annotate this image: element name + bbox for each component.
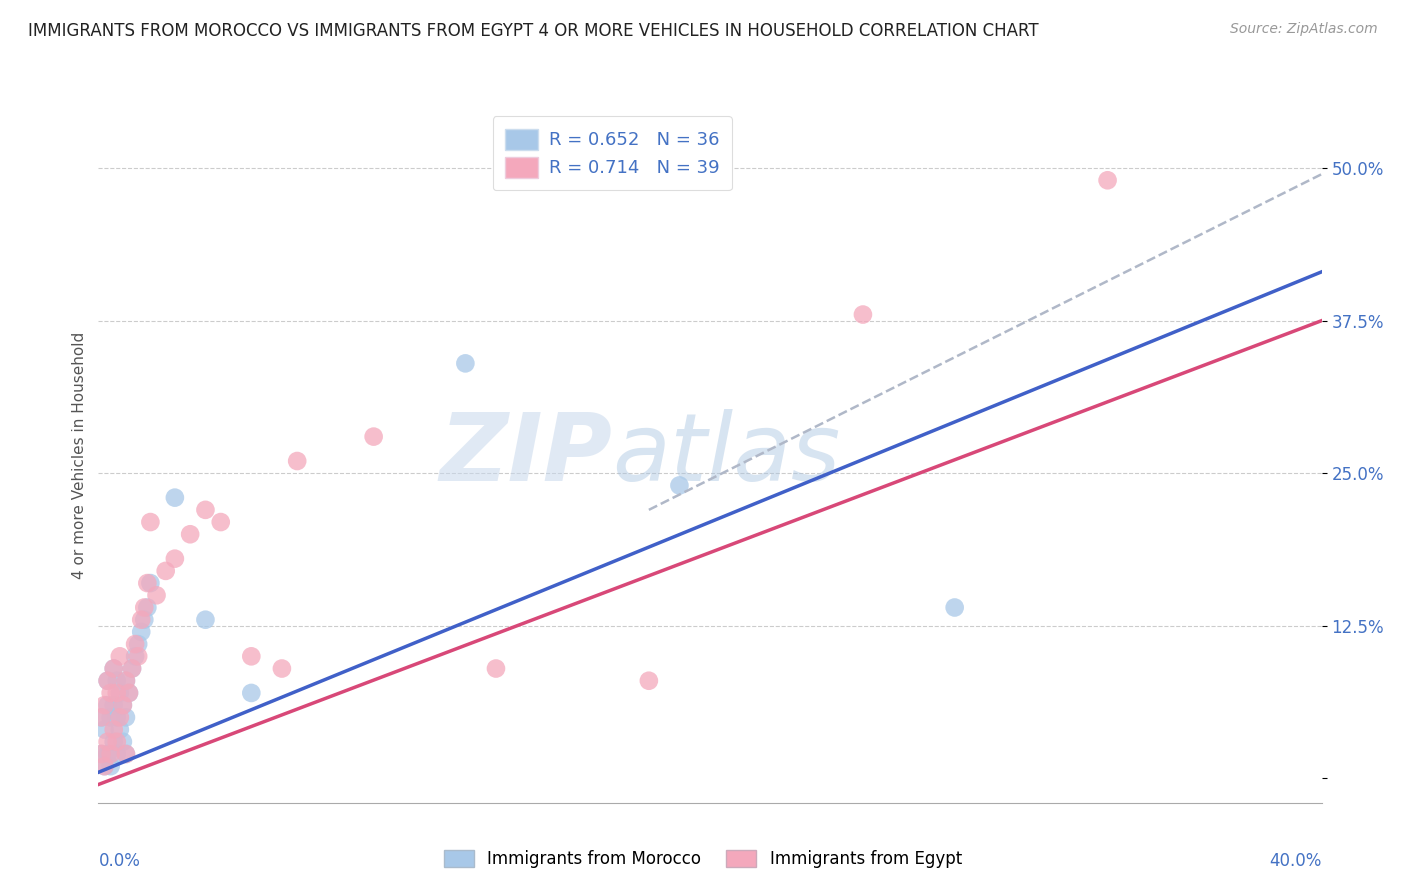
Point (124, 649, 146, 664)
Point (93, 723, 115, 737)
Point (97, 698, 120, 713)
Point (105, 673, 128, 688)
Point (129, 624, 152, 639)
Point (124, 637, 146, 651)
Point (105, 747, 128, 761)
Point (209, 515, 232, 529)
Point (90, 710, 112, 724)
Point (155, 564, 177, 578)
Point (134, 613, 156, 627)
Point (363, 429, 385, 443)
Point (105, 710, 128, 724)
Point (108, 723, 131, 737)
Point (194, 503, 217, 517)
Point (108, 710, 131, 724)
Point (179, 527, 201, 541)
Point (127, 649, 149, 664)
Legend: R = 0.652   N = 36, R = 0.714   N = 39: R = 0.652 N = 36, R = 0.714 N = 39 (492, 116, 731, 190)
Legend: Immigrants from Morocco, Immigrants from Egypt: Immigrants from Morocco, Immigrants from… (437, 843, 969, 875)
Point (97, 747, 120, 761)
Point (943, 600, 966, 615)
Point (100, 759, 122, 773)
Point (270, 661, 292, 675)
Point (129, 613, 152, 627)
Point (115, 710, 138, 724)
Text: 0.0%: 0.0% (98, 852, 141, 870)
Point (108, 686, 131, 700)
Point (127, 637, 149, 651)
Point (100, 710, 122, 724)
Point (90, 747, 112, 761)
Point (121, 661, 143, 675)
Point (90, 710, 112, 724)
Point (103, 735, 125, 749)
Point (111, 735, 134, 749)
Point (240, 649, 263, 664)
Point (103, 723, 125, 737)
Point (668, 478, 690, 492)
Point (136, 600, 159, 615)
Point (111, 698, 134, 713)
Point (163, 551, 186, 566)
Point (637, 673, 661, 688)
Point (136, 576, 159, 591)
Point (100, 747, 122, 761)
Point (285, 454, 308, 468)
Point (115, 747, 138, 761)
Point (454, 356, 477, 370)
Point (115, 673, 138, 688)
Point (115, 673, 138, 688)
Point (93, 759, 115, 773)
Point (103, 698, 125, 713)
Point (108, 649, 131, 664)
Point (100, 686, 122, 700)
Point (103, 661, 125, 675)
Point (121, 661, 143, 675)
Point (1097, 173, 1119, 187)
Text: ZIP: ZIP (439, 409, 612, 501)
Point (240, 686, 263, 700)
Point (105, 686, 128, 700)
Point (97, 673, 120, 688)
Point (145, 588, 167, 602)
Y-axis label: 4 or more Vehicles in Household: 4 or more Vehicles in Household (72, 331, 87, 579)
Point (105, 735, 128, 749)
Point (163, 491, 186, 505)
Point (139, 576, 162, 591)
Text: atlas: atlas (612, 409, 841, 500)
Point (93, 759, 115, 773)
Text: Source: ZipAtlas.com: Source: ZipAtlas.com (1230, 22, 1378, 37)
Point (852, 308, 875, 322)
Point (97, 673, 120, 688)
Point (485, 661, 508, 675)
Point (118, 686, 141, 700)
Point (111, 698, 134, 713)
Point (93, 698, 115, 713)
Point (139, 515, 162, 529)
Point (118, 686, 141, 700)
Point (194, 613, 217, 627)
Point (97, 735, 120, 749)
Text: IMMIGRANTS FROM MOROCCO VS IMMIGRANTS FROM EGYPT 4 OR MORE VEHICLES IN HOUSEHOLD: IMMIGRANTS FROM MOROCCO VS IMMIGRANTS FR… (28, 22, 1039, 40)
Point (103, 661, 125, 675)
Text: 40.0%: 40.0% (1270, 852, 1322, 870)
Point (115, 747, 138, 761)
Point (90, 747, 112, 761)
Point (134, 600, 156, 615)
